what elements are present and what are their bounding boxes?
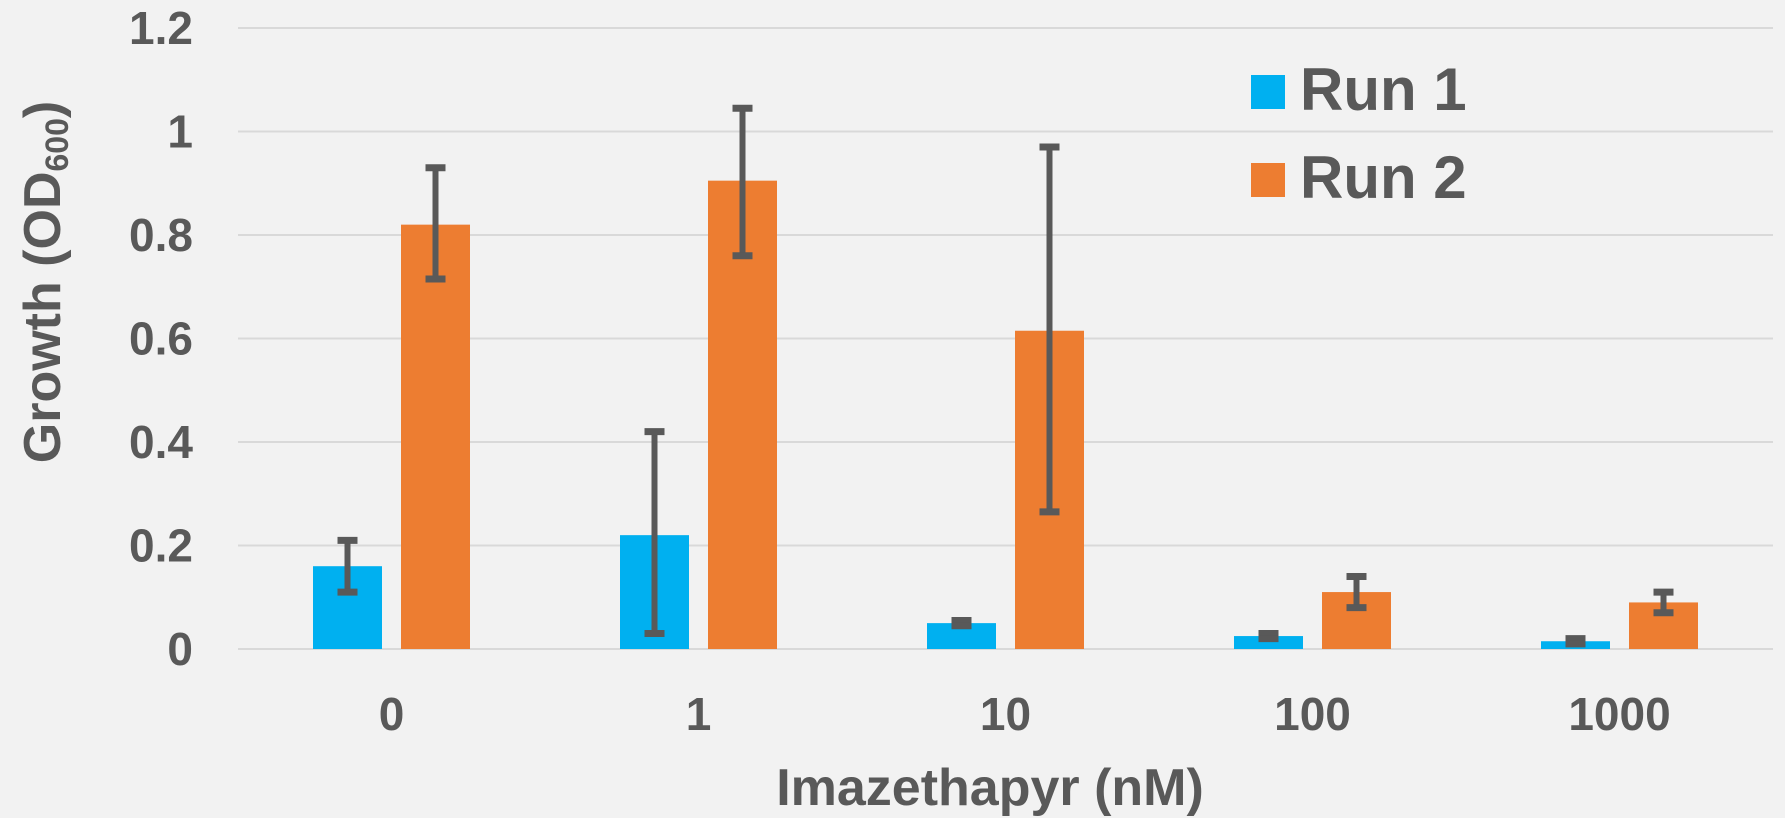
x-tick-label: 1000 — [1568, 688, 1670, 740]
legend: Run 1 Run 2 — [1251, 56, 1467, 211]
y-axis-title: Growth (OD600) — [14, 101, 75, 463]
legend-item-run-2: Run 2 — [1251, 144, 1467, 211]
y-axis-tick-labels: 0 0.2 0.4 0.6 0.8 1 1.2 — [129, 2, 193, 675]
y-axis-title-main: Growth (OD — [14, 171, 72, 463]
error-bar — [425, 164, 446, 283]
bar-run-1 — [1234, 636, 1303, 649]
x-tick-label: 1 — [686, 688, 712, 740]
error-bars — [337, 104, 1674, 648]
error-bar — [1346, 573, 1367, 612]
legend-swatch — [1251, 163, 1285, 197]
error-bar — [644, 428, 665, 637]
legend-label: Run 2 — [1300, 144, 1467, 211]
error-bar — [1565, 635, 1586, 648]
gridlines — [238, 27, 1773, 650]
error-bar — [1258, 629, 1279, 643]
legend-swatch — [1251, 75, 1285, 109]
x-tick-label: 10 — [980, 688, 1031, 740]
x-tick-label: 0 — [379, 688, 405, 740]
x-axis-title: Imazethapyr (nM) — [776, 759, 1204, 817]
y-tick-label: 0.2 — [129, 520, 193, 572]
y-tick-label: 0.6 — [129, 313, 193, 365]
y-tick-label: 0.4 — [129, 416, 193, 468]
x-tick-label: 100 — [1274, 688, 1351, 740]
error-bar — [951, 617, 972, 630]
legend-item-run-1: Run 1 — [1251, 56, 1467, 123]
error-bar — [732, 104, 753, 260]
error-bar — [337, 536, 358, 596]
bar-run-2 — [401, 224, 470, 649]
y-axis-title-close: ) — [14, 101, 72, 118]
y-tick-label: 1 — [167, 106, 193, 158]
y-tick-label: 1.2 — [129, 2, 193, 54]
y-axis-title-subscript: 600 — [39, 118, 75, 171]
legend-label: Run 1 — [1300, 56, 1467, 123]
bars — [313, 180, 1698, 649]
error-bar — [1653, 588, 1674, 617]
error-bar — [1039, 143, 1060, 516]
x-axis-tick-labels: 0 1 10 100 1000 — [379, 688, 1671, 740]
y-tick-label: 0 — [167, 623, 193, 675]
y-tick-label: 0.8 — [129, 209, 193, 261]
